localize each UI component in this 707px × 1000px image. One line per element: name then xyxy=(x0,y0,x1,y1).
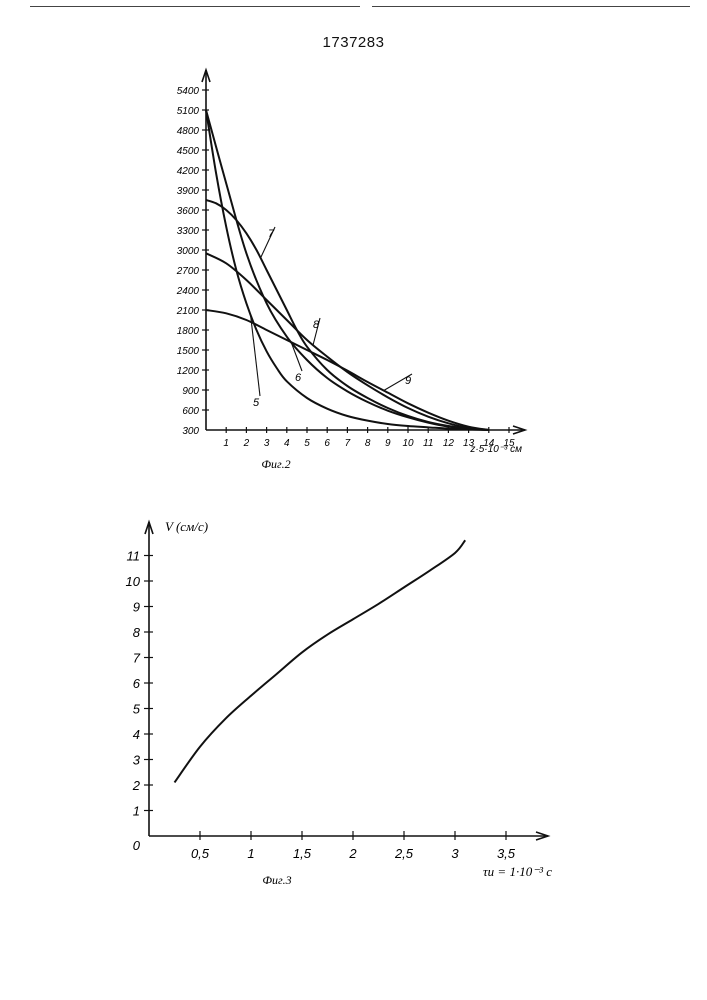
y-tick-label-fig3: 4 xyxy=(133,727,140,742)
x-tick-label-fig3: 2,5 xyxy=(394,846,414,861)
x-tick-label-fig3: 0,5 xyxy=(191,846,210,861)
y-tick-label-fig3: 3 xyxy=(133,753,141,768)
y-axis-label-fig3: V (см/с) xyxy=(165,519,208,534)
x-tick-label-fig3: 2 xyxy=(348,846,357,861)
y-tick-label-fig3: 2 xyxy=(132,778,141,793)
y-tick-label-fig3: 9 xyxy=(133,600,140,615)
curve-v-fig3 xyxy=(175,540,466,782)
x-tick-label-fig3: 3 xyxy=(451,846,459,861)
y-tick-label-fig3: 6 xyxy=(133,676,141,691)
y-tick-label-fig3: 10 xyxy=(126,574,141,589)
y-tick-label-fig3: 5 xyxy=(133,702,141,717)
y-tick-label-fig3: 11 xyxy=(127,549,141,564)
y-tick-label-fig3: 1 xyxy=(133,804,140,819)
y-tick-label-fig3: 8 xyxy=(133,625,141,640)
x-axis-label-fig3: τи = 1·10⁻³ с xyxy=(483,864,552,879)
x-tick-label-fig3: 1 xyxy=(247,846,254,861)
fig-caption-3: Фиг.3 xyxy=(262,873,291,887)
x-tick-label-fig3: 3,5 xyxy=(497,846,516,861)
y-tick-label-fig3: 7 xyxy=(133,651,141,666)
y-tick-label-fig3: 0 xyxy=(133,838,141,853)
x-tick-label-fig3: 1,5 xyxy=(293,846,312,861)
